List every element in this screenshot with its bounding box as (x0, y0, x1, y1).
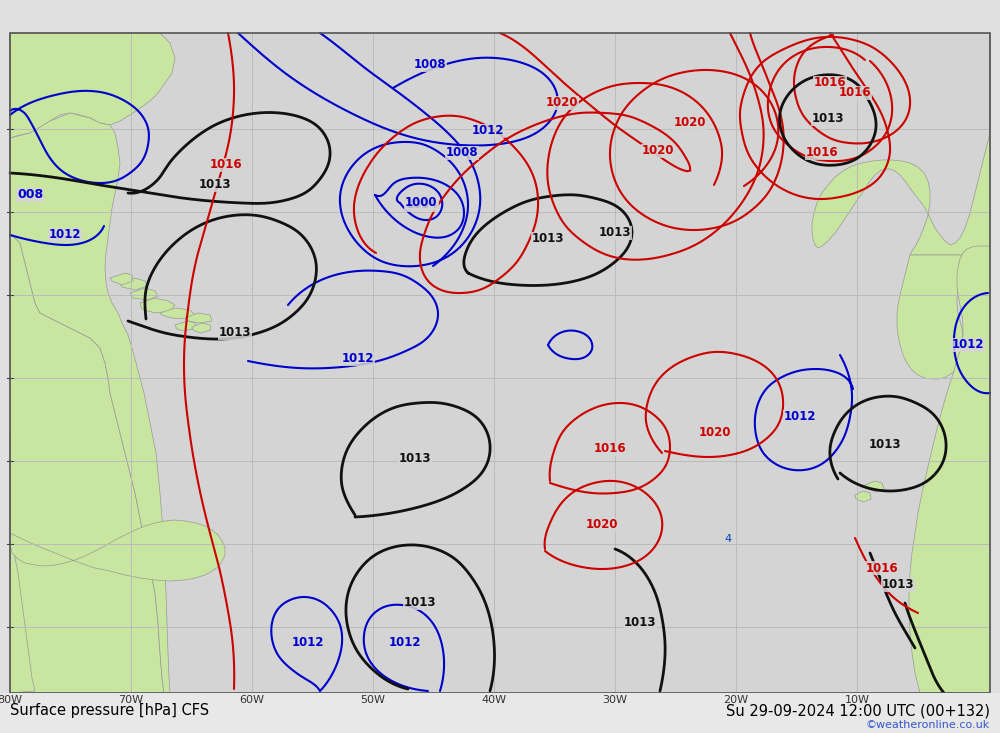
Text: 1000: 1000 (405, 196, 437, 210)
Text: 4: 4 (724, 534, 732, 544)
Text: 40W: 40W (481, 695, 507, 705)
Text: 1013: 1013 (869, 438, 901, 452)
Text: 1016: 1016 (594, 443, 626, 455)
Polygon shape (185, 313, 212, 323)
Polygon shape (192, 323, 211, 333)
Text: 1020: 1020 (674, 117, 706, 130)
Text: 60W: 60W (240, 695, 264, 705)
Text: 1020: 1020 (699, 427, 731, 440)
Polygon shape (10, 33, 164, 693)
Text: 1013: 1013 (882, 578, 914, 592)
Text: 1013: 1013 (199, 179, 231, 191)
Polygon shape (865, 481, 884, 492)
Text: Su 29-09-2024 12:00 UTC (00+132): Su 29-09-2024 12:00 UTC (00+132) (726, 704, 990, 718)
Text: 1016: 1016 (210, 158, 242, 172)
Text: 1012: 1012 (49, 229, 81, 241)
Text: 1020: 1020 (586, 518, 618, 531)
Text: 10W: 10W (844, 695, 870, 705)
Polygon shape (175, 321, 196, 331)
Text: 20W: 20W (723, 695, 749, 705)
Polygon shape (130, 288, 158, 300)
Text: 1012: 1012 (389, 636, 421, 649)
Polygon shape (10, 433, 225, 581)
Text: 1013: 1013 (599, 226, 631, 240)
Polygon shape (897, 255, 990, 379)
Text: 1013: 1013 (399, 452, 431, 465)
Text: ©weatheronline.co.uk: ©weatheronline.co.uk (866, 720, 990, 730)
Text: 1012: 1012 (292, 636, 324, 649)
Polygon shape (10, 33, 175, 138)
Text: 1013: 1013 (404, 597, 436, 610)
Text: 1012: 1012 (784, 410, 816, 424)
Polygon shape (812, 33, 990, 255)
Text: 1012: 1012 (952, 339, 984, 352)
Polygon shape (110, 273, 133, 285)
Text: 1016: 1016 (866, 561, 898, 575)
Text: 1020: 1020 (642, 144, 674, 158)
Polygon shape (10, 113, 170, 693)
Text: 1016: 1016 (814, 76, 846, 89)
Text: 1016: 1016 (839, 86, 871, 100)
Text: 1013: 1013 (532, 232, 564, 246)
Text: Surface pressure [hPa] CFS: Surface pressure [hPa] CFS (10, 704, 209, 718)
Polygon shape (10, 533, 35, 693)
Bar (0, 693, 1000, 733)
Text: 80W: 80W (0, 695, 23, 705)
Text: 1013: 1013 (812, 112, 844, 125)
Text: 1020: 1020 (546, 97, 578, 109)
Text: 1013: 1013 (219, 326, 251, 339)
Text: 50W: 50W (360, 695, 386, 705)
Text: 1013: 1013 (624, 616, 656, 630)
Text: 30W: 30W (602, 695, 628, 705)
Polygon shape (120, 278, 147, 290)
Text: 1008: 1008 (446, 147, 478, 160)
Polygon shape (909, 246, 990, 693)
Text: 008: 008 (17, 188, 43, 202)
Text: 1012: 1012 (342, 353, 374, 366)
Polygon shape (855, 491, 871, 502)
Text: 1016: 1016 (806, 147, 838, 160)
Polygon shape (160, 308, 195, 319)
Text: 70W: 70W (118, 695, 144, 705)
Polygon shape (140, 298, 175, 313)
Text: 1008: 1008 (414, 59, 446, 72)
Text: 1012: 1012 (472, 125, 504, 138)
Text: 1004: 1004 (406, 199, 438, 212)
